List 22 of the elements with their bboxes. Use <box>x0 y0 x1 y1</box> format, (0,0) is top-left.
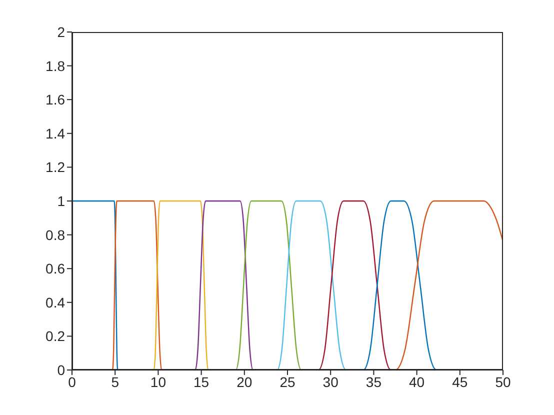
y-tick-label: 1.8 <box>46 58 66 74</box>
x-tick-label: 35 <box>366 374 382 390</box>
y-tick-label: 0 <box>57 362 66 378</box>
x-tick-label: 10 <box>150 374 166 390</box>
x-tick-label: 30 <box>322 374 339 390</box>
y-tick-label: 1 <box>57 192 66 209</box>
y-tick-label: 0.8 <box>46 226 66 243</box>
x-tick-label: 50 <box>495 374 511 390</box>
y-tick-label: 0.2 <box>46 328 66 344</box>
y-tick-label: 0.4 <box>46 294 66 310</box>
x-tick-label: 20 <box>236 374 252 390</box>
y-tick-label: 1.4 <box>46 125 66 142</box>
y-tick-label: 2 <box>57 24 66 40</box>
x-tick-label: 40 <box>409 374 425 390</box>
y-tick-label: 1.6 <box>46 92 66 108</box>
x-tick-label: 25 <box>280 374 296 390</box>
y-tick-label: 0.6 <box>46 260 66 277</box>
x-tick-label: 0 <box>68 374 76 390</box>
y-tick-label: 1.2 <box>46 159 66 176</box>
x-tick-label: 45 <box>452 374 468 390</box>
x-tick-label: 15 <box>194 374 210 390</box>
x-tick-label: 5 <box>111 374 120 390</box>
